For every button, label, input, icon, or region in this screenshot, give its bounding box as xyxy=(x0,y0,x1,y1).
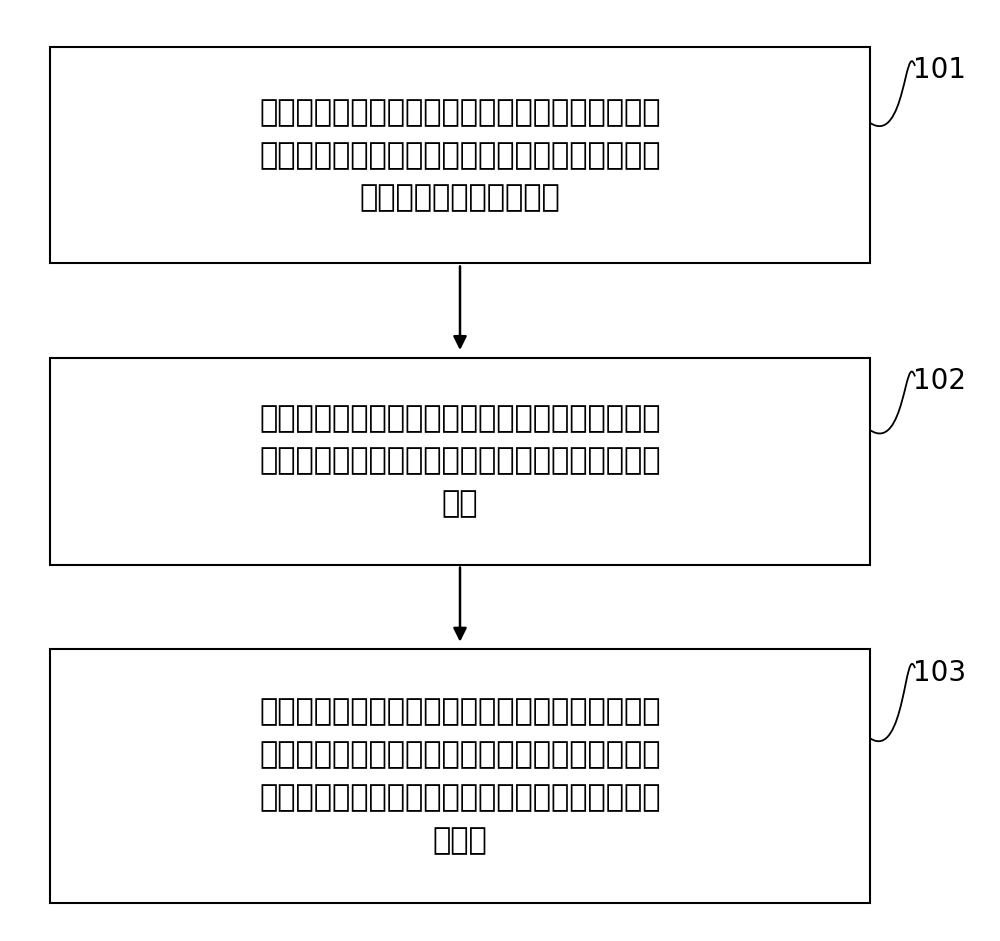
Bar xyxy=(50,47,870,263)
Text: 102: 102 xyxy=(914,367,966,395)
Text: 101: 101 xyxy=(914,56,966,85)
Text: 103: 103 xyxy=(913,659,967,687)
Bar xyxy=(50,649,870,903)
Bar xyxy=(50,358,870,565)
Text: 基于预设数量的特征点确定当前用户的左眼球中心
三维坐标、右眼球中心三维坐标以及人脸中心三维
坐标: 基于预设数量的特征点确定当前用户的左眼球中心 三维坐标、右眼球中心三维坐标以及人… xyxy=(259,404,661,518)
Text: 分别建立左眼球中心三维坐标、右眼眼球中心三维
坐标到人脸中心三维坐标的左眼向量和右眼向量，
并映射到人脸三维模型中，获得当前用户的人脸刚
体模型: 分别建立左眼球中心三维坐标、右眼眼球中心三维 坐标到人脸中心三维坐标的左眼向量和… xyxy=(259,697,661,855)
Text: 获取图像传感器正向拍摄当前用户的第一可见光人
脸图像，并从第一可见光人脸图像中获取当前用户
人脸的预设数量的特征点: 获取图像传感器正向拍摄当前用户的第一可见光人 脸图像，并从第一可见光人脸图像中获… xyxy=(259,98,661,213)
